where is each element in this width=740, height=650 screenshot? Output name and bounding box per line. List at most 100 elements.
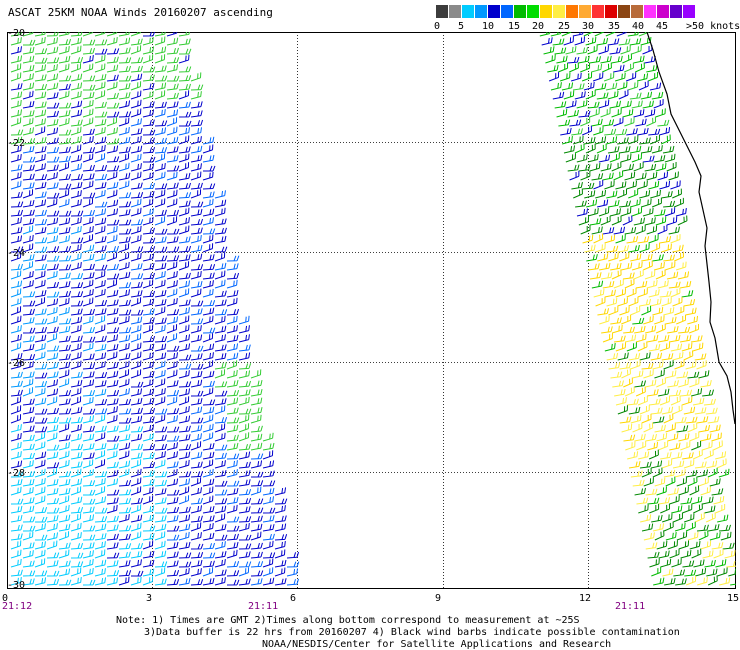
wind-barb <box>82 498 96 505</box>
wind-barb <box>593 126 604 136</box>
wind-barb <box>154 262 167 271</box>
wind-barb <box>154 108 166 118</box>
wind-barb <box>70 542 84 550</box>
wind-barb <box>190 235 202 244</box>
wind-barb <box>82 47 96 55</box>
wind-barb <box>166 408 180 415</box>
wind-barb <box>118 551 131 559</box>
wind-barb <box>643 315 654 325</box>
wind-barb <box>10 558 22 568</box>
wind-barb <box>142 433 154 442</box>
wind-barb <box>142 444 156 451</box>
wind-barb <box>202 414 214 424</box>
wind-barb <box>604 289 616 298</box>
wind-barb <box>82 279 94 289</box>
wind-barb <box>642 207 654 217</box>
wind-barb <box>130 81 142 91</box>
wind-barb <box>22 218 35 226</box>
wind-barb <box>166 451 178 460</box>
wind-barb <box>695 567 707 577</box>
wind-barb <box>262 496 275 505</box>
wind-barb <box>46 552 60 559</box>
wind-barb <box>58 369 70 379</box>
wind-barb <box>649 134 660 145</box>
wind-barb <box>238 370 251 379</box>
wind-barb <box>626 398 639 406</box>
wind-barb <box>250 442 263 451</box>
wind-barb <box>142 388 155 397</box>
wind-barb <box>262 552 276 559</box>
wind-barb <box>664 207 676 217</box>
wind-barb <box>654 261 665 271</box>
wind-barb <box>34 289 47 298</box>
scale-swatch <box>527 5 540 18</box>
wind-barb <box>166 47 179 55</box>
wind-barb <box>650 189 661 199</box>
wind-barb <box>10 479 23 487</box>
wind-barb <box>238 380 252 388</box>
wind-barb <box>106 225 118 235</box>
wind-barb <box>130 45 142 55</box>
wind-barb <box>226 352 239 361</box>
wind-barb <box>142 198 154 208</box>
wind-barb <box>178 370 190 379</box>
wind-barb <box>694 407 707 415</box>
wind-barb <box>671 558 682 568</box>
wind-barb <box>613 117 624 127</box>
wind-barb <box>556 108 568 118</box>
wind-barb <box>70 478 83 487</box>
wind-barb <box>654 369 665 379</box>
wind-barb <box>620 45 631 55</box>
wind-barb <box>58 63 70 73</box>
wind-barb <box>22 138 36 145</box>
wind-barb <box>660 558 672 568</box>
wind-barb <box>22 209 35 217</box>
wind-barb <box>46 432 58 442</box>
wind-barb <box>202 505 215 514</box>
wind-barb <box>118 65 132 73</box>
wind-barb <box>166 297 178 307</box>
wind-barb <box>178 280 191 289</box>
wind-barb <box>646 334 659 343</box>
wind-barb <box>703 449 714 460</box>
wind-barb <box>166 478 179 487</box>
wind-barb <box>202 443 215 451</box>
wind-barb <box>22 354 36 361</box>
wind-barb <box>635 333 647 343</box>
wind-barb <box>70 300 84 307</box>
wind-barb <box>46 352 59 361</box>
wind-barb <box>22 261 34 271</box>
wind-barb <box>34 351 46 361</box>
wind-barb <box>652 254 664 262</box>
wind-barb <box>82 396 94 406</box>
wind-barb <box>58 189 70 199</box>
wind-barb <box>646 225 658 235</box>
wind-barb <box>10 514 23 523</box>
wind-barb <box>94 343 107 352</box>
wind-barb <box>34 541 46 550</box>
wind-barb <box>565 46 577 55</box>
wind-barb <box>130 273 144 280</box>
wind-barb <box>118 37 131 46</box>
wind-barb <box>600 108 611 118</box>
wind-barb <box>106 74 119 82</box>
wind-barb <box>106 327 120 334</box>
wind-barb <box>202 243 214 253</box>
wind-barb <box>22 425 35 433</box>
wind-barb <box>685 469 698 478</box>
wind-barb <box>106 533 119 541</box>
wind-barb <box>609 208 621 217</box>
wind-barb <box>94 48 108 55</box>
wind-barb <box>599 315 610 325</box>
wind-barb <box>70 32 84 37</box>
wind-barb <box>661 459 673 469</box>
wind-barb <box>728 567 736 577</box>
wind-barb <box>142 119 155 127</box>
wind-barb <box>22 560 35 568</box>
wind-barb <box>154 497 167 505</box>
wind-barb <box>660 503 671 514</box>
wind-barb <box>34 209 47 217</box>
wind-barb <box>94 443 107 451</box>
wind-barb <box>178 552 192 559</box>
wind-barb <box>647 551 660 559</box>
